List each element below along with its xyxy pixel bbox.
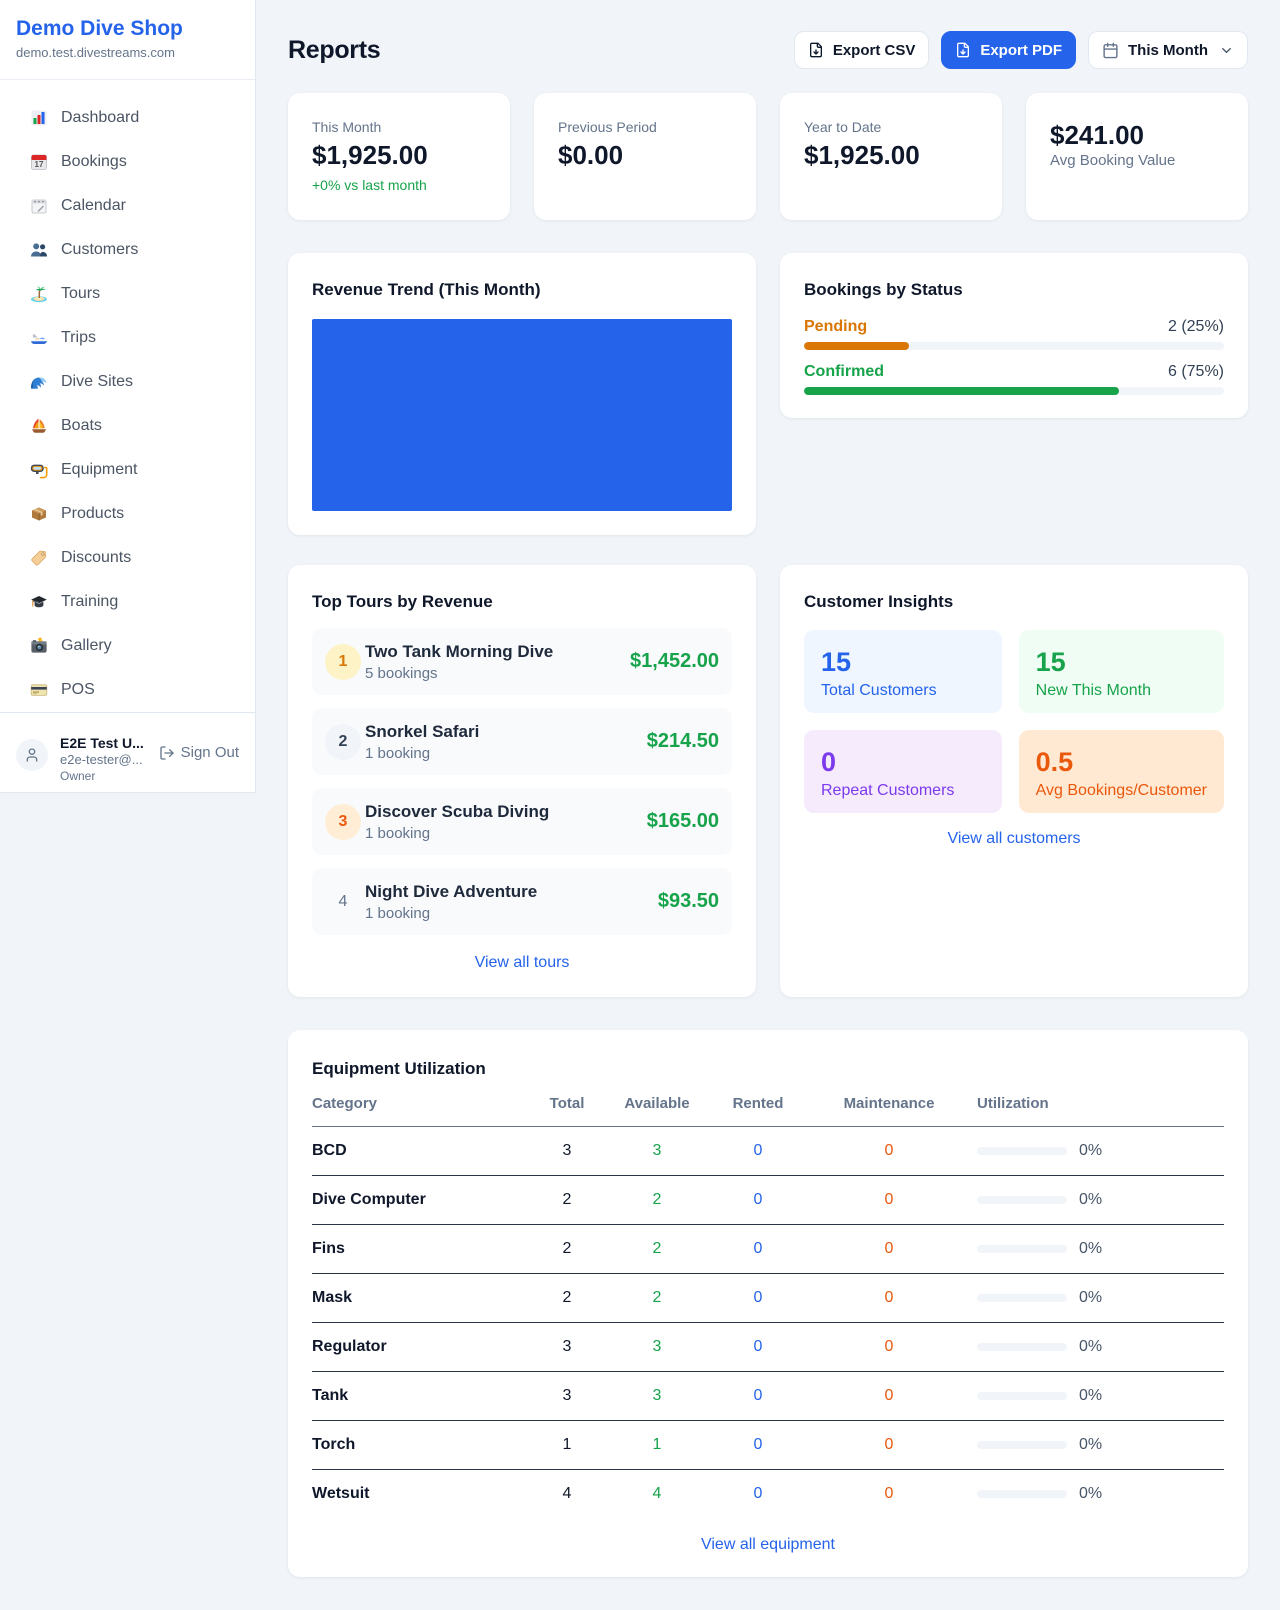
svg-text:17: 17	[35, 160, 44, 169]
